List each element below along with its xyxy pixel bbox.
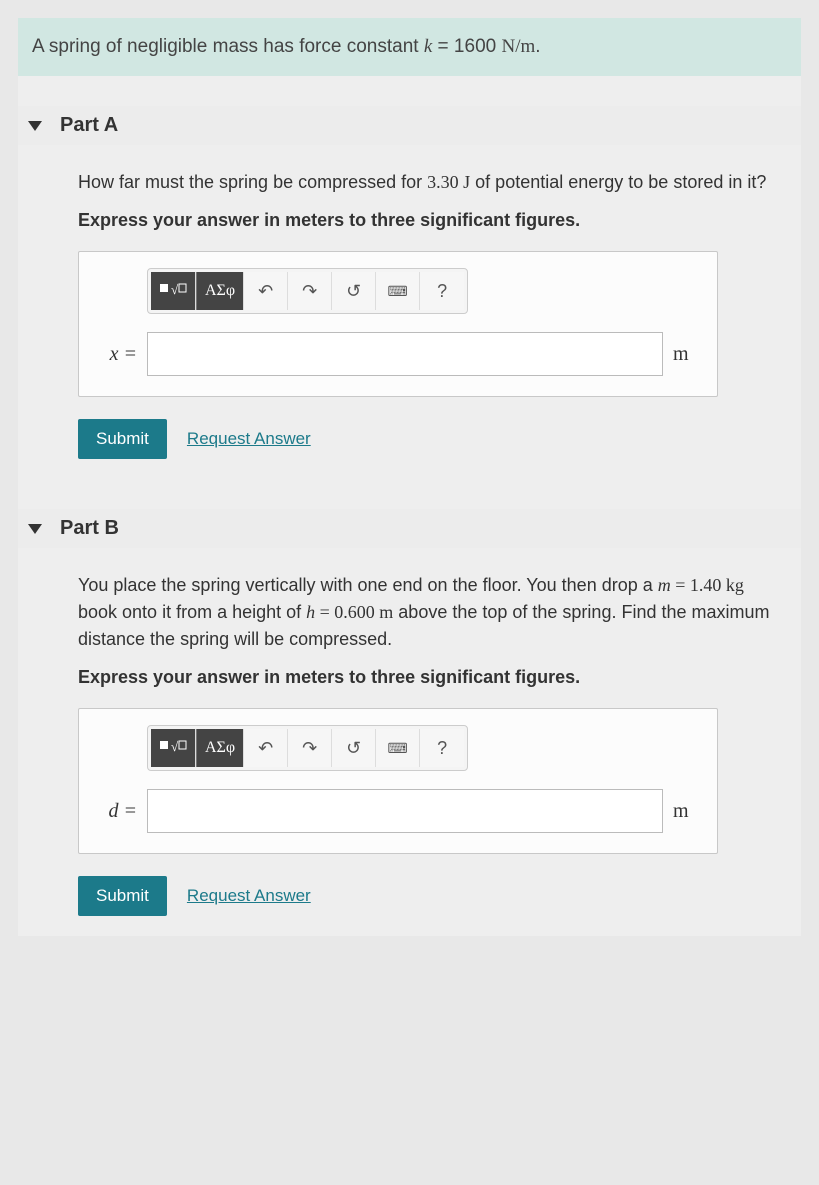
templates-button[interactable]: √ [151,272,196,310]
part-a-section: Part A How far must the spring be compre… [18,106,801,479]
undo-button[interactable]: ↶ [244,272,288,310]
part-a-answer-input[interactable] [147,332,663,376]
reset-button[interactable]: ↺ [332,272,376,310]
svg-text:√: √ [171,282,179,297]
part-b-actions: Submit Request Answer [78,876,781,916]
part-b-request-answer-link[interactable]: Request Answer [187,886,311,906]
part-b-question: You place the spring vertically with one… [78,572,781,653]
part-b-body: You place the spring vertically with one… [18,548,801,936]
greek-button[interactable]: ΑΣφ [196,272,244,310]
reset-button[interactable]: ↺ [332,729,376,767]
part-a-actions: Submit Request Answer [78,419,781,459]
part-a-var-label: x = [95,343,137,366]
keyboard-button[interactable]: ⌨ [376,729,420,767]
greek-button[interactable]: ΑΣφ [196,729,244,767]
part-b-answer-input[interactable] [147,789,663,833]
intro-units: N/m [501,36,535,57]
part-a-answer-block: √ ΑΣφ ↶ ↷ ↺ ⌨ ? x = m [78,251,718,397]
help-button[interactable]: ? [420,272,464,310]
svg-text:√: √ [171,739,179,754]
part-a-unit: m [673,343,701,366]
part-a-body: How far must the spring be compressed fo… [18,145,801,479]
part-a-question: How far must the spring be compressed fo… [78,169,781,196]
part-b-input-row: d = m [95,789,701,833]
templates-button[interactable]: √ [151,729,196,767]
part-a-submit-button[interactable]: Submit [78,419,167,459]
part-b-var-label: d = [95,800,137,823]
caret-down-icon [28,524,42,534]
part-a-header[interactable]: Part A [18,106,801,145]
caret-down-icon [28,121,42,131]
templates-icon: √ [159,737,187,760]
part-b-instruction: Express your answer in meters to three s… [78,667,781,688]
equation-toolbar-b: √ ΑΣφ ↶ ↷ ↺ ⌨ ? [147,725,468,771]
part-b-submit-button[interactable]: Submit [78,876,167,916]
part-b-header[interactable]: Part B [18,509,801,548]
keyboard-button[interactable]: ⌨ [376,272,420,310]
equation-toolbar-a: √ ΑΣφ ↶ ↷ ↺ ⌨ ? [147,268,468,314]
intro-text-pre: A spring of negligible mass has force co… [32,36,424,57]
part-b-unit: m [673,800,701,823]
problem-intro: A spring of negligible mass has force co… [18,18,801,76]
undo-button[interactable]: ↶ [244,729,288,767]
part-a-request-answer-link[interactable]: Request Answer [187,429,311,449]
part-b-answer-block: √ ΑΣφ ↶ ↷ ↺ ⌨ ? d = m [78,708,718,854]
part-a-instruction: Express your answer in meters to three s… [78,210,781,231]
redo-button[interactable]: ↷ [288,729,332,767]
help-button[interactable]: ? [420,729,464,767]
part-b-section: Part B You place the spring vertically w… [18,509,801,936]
intro-eq: = 1600 [432,36,501,57]
intro-post: . [535,36,540,57]
templates-icon: √ [159,280,187,303]
part-a-input-row: x = m [95,332,701,376]
redo-button[interactable]: ↷ [288,272,332,310]
part-b-title: Part B [60,517,119,540]
part-a-title: Part A [60,114,118,137]
